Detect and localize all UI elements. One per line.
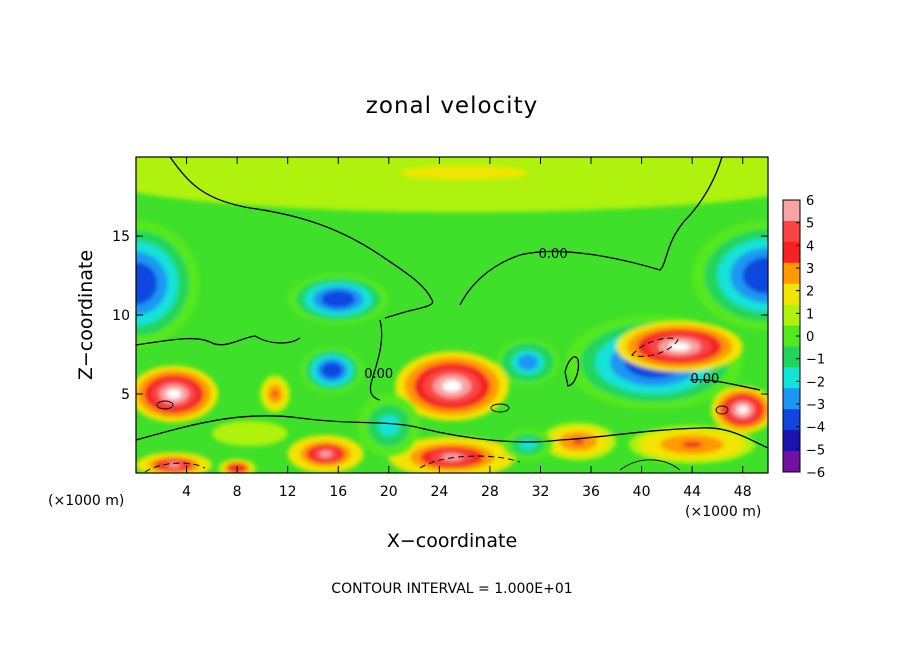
x-tick-label-2: 12: [279, 484, 297, 500]
field-blob-10-band-5: [737, 405, 748, 414]
colorbar-swatch-0: [783, 200, 800, 222]
colorbar-swatch-2: [783, 241, 800, 264]
x-axis-unit-left: (×1000 m): [48, 493, 124, 509]
field-blob-13-band-5: [441, 453, 463, 461]
field-blob-11-band-5: [272, 390, 278, 398]
x-tick-label-1: 8: [233, 484, 242, 500]
field-blob-9-band-5: [668, 342, 691, 351]
field-blob-14-band-5: [572, 438, 585, 445]
chart-title: zonal velocity: [366, 93, 538, 119]
colorbar-swatch-6: [783, 325, 800, 347]
colorbar-label-11: −5: [806, 443, 825, 458]
field-blob-1-band-5: [136, 272, 147, 294]
solid-contour-bottom: [619, 459, 681, 471]
velocity-field: [136, 157, 768, 473]
x-tick-label-8: 36: [582, 484, 600, 500]
x-tick-label-7: 32: [532, 484, 550, 500]
colorbar-swatch-11: [783, 430, 800, 452]
field-blob-15-band-5: [681, 441, 703, 448]
field-blob-3-band-5: [329, 294, 347, 304]
x-tick-label-4: 20: [380, 484, 398, 500]
colorbar-swatch-3: [783, 262, 800, 285]
colorbar-label-12: −6: [806, 466, 825, 481]
field-blob-20-band-5: [243, 431, 257, 436]
x-tick-label-5: 24: [430, 484, 448, 500]
field-blob-6-band-5: [522, 358, 534, 367]
colorbar-swatch-1: [783, 220, 800, 243]
field-blob-0-band-5: [401, 166, 528, 180]
colorbar-label-10: −4: [806, 421, 825, 436]
contour-label-0: 0.00: [539, 247, 568, 262]
colorbar-label-1: 5: [806, 217, 814, 232]
contour-zero-upper: [169, 157, 434, 319]
dashed-contour-right: [631, 337, 679, 357]
contour-zero-lower-band: [136, 415, 768, 449]
x-tick-label-3: 16: [329, 484, 347, 500]
solid-contour-right: [715, 405, 729, 415]
colorbar: 6 5 4 3 2 1 0 −1 −2 −3 −4 −5 −6: [782, 194, 825, 481]
field-blob-2-band-5: [755, 266, 768, 285]
x-tick-label-0: 4: [182, 484, 191, 500]
contour-lines: [136, 157, 768, 449]
dashed-contour-bottom-b: [144, 462, 206, 473]
x-axis-label: X−coordinate: [387, 530, 517, 552]
colorbar-swatch-4: [783, 283, 800, 306]
colorbar-label-6: 0: [806, 330, 814, 345]
colorbar-label-9: −3: [806, 398, 825, 413]
solid-contour-mid: [490, 403, 510, 413]
contour-negative-dashed: [144, 337, 679, 473]
contour-zero-mid: [369, 319, 383, 401]
contour-label-2: 0.00: [690, 372, 719, 387]
contour-positive-solid: [156, 400, 729, 471]
x-tick-label-6: 28: [481, 484, 499, 500]
contour-zero-left-band: [136, 335, 301, 346]
colorbar-swatch-9: [783, 388, 800, 410]
contour-label-1: 0.00: [364, 367, 393, 382]
contour-zero-right-low: [689, 379, 761, 391]
y-tick-label-2: 15: [112, 229, 130, 245]
plot-area: 0.00 0.00 0.00: [136, 157, 768, 473]
colorbar-swatch-12: [783, 451, 800, 473]
colorbar-label-3: 3: [806, 262, 814, 277]
x-tick-label-11: 48: [734, 484, 752, 500]
x-axis-ticks: 4 8 12 16 20 24 28 32 36 40 44 48: [182, 157, 752, 500]
colorbar-label-5: 1: [806, 307, 814, 322]
dashed-contour-bottom-a: [419, 455, 521, 469]
colorbar-label-0: 6: [806, 194, 814, 209]
colorbar-label-4: 2: [806, 285, 814, 300]
colorbar-swatch-5: [783, 304, 800, 327]
y-tick-label-0: 5: [121, 387, 130, 403]
colorbar-label-2: 4: [806, 239, 814, 254]
x-tick-label-10: 44: [683, 484, 701, 500]
field-blob-18-band-5: [383, 420, 395, 431]
field-blob-7-band-5: [166, 389, 182, 399]
field-blob-12-band-5: [319, 450, 332, 458]
colorbar-swatch-10: [783, 409, 800, 431]
contour-zero-right: [459, 157, 723, 306]
field-blob-19-band-5: [523, 441, 533, 448]
y-axis-label: Z−coordinate: [75, 250, 97, 380]
solid-contour-left: [156, 400, 174, 410]
contour-zero-small-loop: [564, 356, 580, 387]
field-blob-8-band-5: [442, 380, 462, 392]
field-blob-16-band-5: [167, 462, 181, 468]
x-axis-unit-right: (×1000 m): [685, 504, 761, 520]
x-tick-label-9: 40: [633, 484, 651, 500]
colorbar-swatch-8: [783, 367, 800, 389]
contour-labels: 0.00 0.00 0.00: [364, 247, 719, 387]
contour-interval-footer: CONTOUR INTERVAL = 1.000E+01: [331, 581, 572, 597]
field-blob-4-band-5: [326, 366, 338, 375]
colorbar-swatch-7: [783, 346, 800, 368]
colorbar-label-8: −2: [806, 375, 825, 390]
y-axis-ticks: 5 10 15: [112, 229, 768, 403]
colorbar-label-7: −1: [806, 353, 825, 368]
y-tick-label-1: 10: [112, 308, 130, 324]
